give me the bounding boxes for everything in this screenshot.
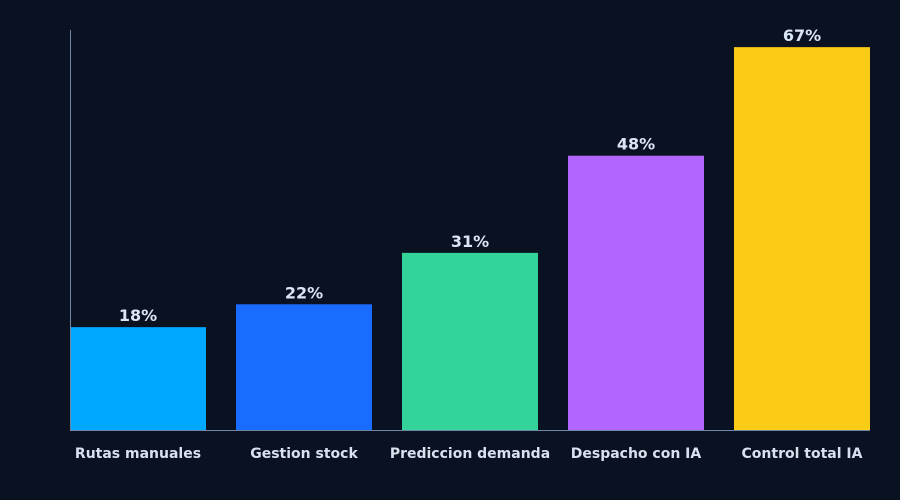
bar-value-label-2: 22% — [285, 283, 323, 302]
value-labels-layer: 18% 22% 31% 48% 67% — [119, 26, 821, 325]
bar-value-label-1: 18% — [119, 306, 157, 325]
bar-4 — [568, 155, 704, 430]
category-label-2: Gestion stock — [250, 446, 358, 462]
bar-1 — [70, 327, 206, 430]
category-label-1: Rutas manuales — [75, 446, 201, 462]
category-label-4: Despacho con IA — [571, 446, 702, 462]
bar-value-label-5: 67% — [783, 26, 821, 45]
category-label-5: Control total IA — [742, 446, 863, 462]
bar-5 — [734, 47, 870, 431]
category-labels-layer: Rutas manuales Gestion stock Prediccion de… — [75, 446, 863, 462]
category-label-3: Prediccion demanda — [390, 446, 550, 462]
bar-value-label-4: 48% — [617, 135, 655, 154]
bar-value-label-3: 31% — [451, 232, 489, 251]
bars-layer — [70, 47, 870, 431]
bar-3 — [402, 252, 538, 430]
bar-2 — [236, 304, 372, 430]
